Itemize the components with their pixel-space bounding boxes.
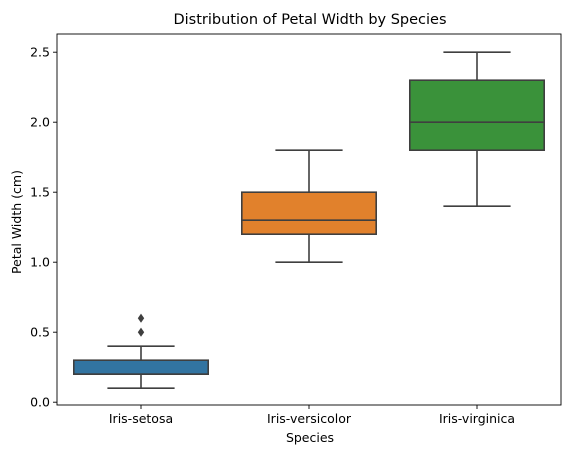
plot-frame: [56, 33, 562, 406]
outlier-point: [137, 327, 145, 337]
box-iris-virginica: [408, 79, 545, 151]
y-tick-label: 0.5: [30, 325, 50, 340]
x-tick-label: Iris-versicolor: [267, 411, 352, 426]
box-iris-setosa: [73, 359, 209, 376]
x-tick-label: Iris-setosa: [109, 411, 173, 426]
x-axis-label: Species: [286, 430, 334, 445]
x-tick-label: Iris-virginica: [439, 411, 515, 426]
y-tick-label: 2.5: [30, 45, 50, 60]
y-tick-label: 2.0: [30, 115, 50, 130]
y-axis-label: Petal Width (cm): [9, 170, 24, 274]
y-tick-label: 0.0: [30, 395, 50, 410]
outlier-point: [137, 313, 145, 323]
chart-title: Distribution of Petal Width by Species: [173, 12, 446, 28]
y-tick-label: 1.0: [30, 255, 50, 270]
box-iris-versicolor: [241, 191, 377, 235]
y-tick-label: 1.5: [30, 185, 50, 200]
plot-area: 0.0 0.5 1.0 1.5 2.0 2.5 Iris-setosa Iris-versic…: [30, 33, 562, 426]
